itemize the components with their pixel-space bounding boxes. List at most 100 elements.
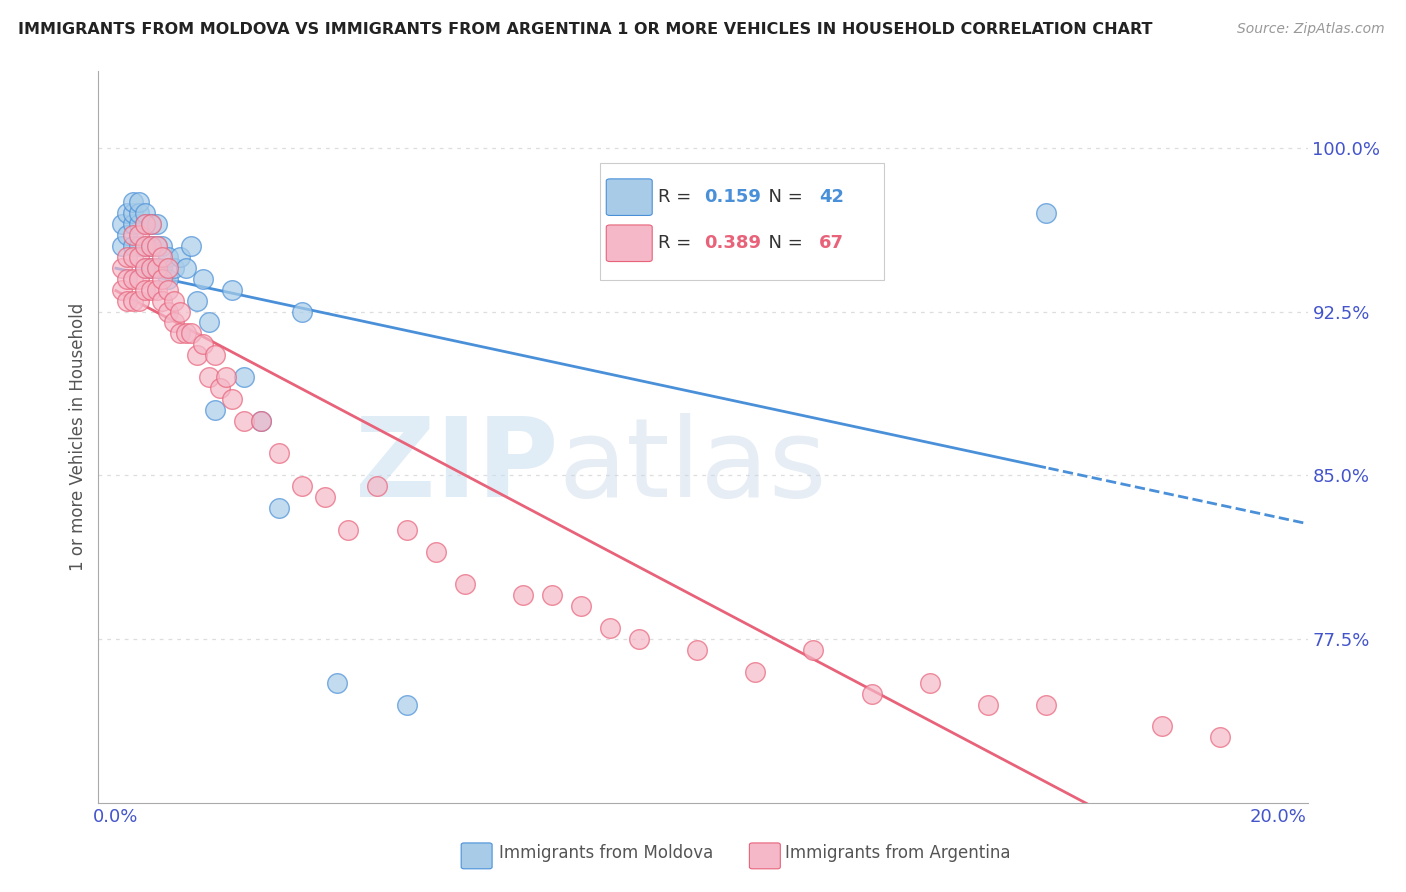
Point: [134, 217, 156, 231]
Point: [326, 675, 349, 690]
Point: [157, 283, 180, 297]
Text: 0.389: 0.389: [704, 235, 761, 252]
Point: [232, 370, 254, 384]
Point: [221, 283, 243, 297]
Text: IMMIGRANTS FROM MOLDOVA VS IMMIGRANTS FROM ARGENTINA 1 OR MORE VEHICLES IN HOUSE: IMMIGRANTS FROM MOLDOVA VS IMMIGRANTS FR…: [18, 22, 1153, 37]
Point: [186, 293, 208, 308]
Point: [169, 304, 191, 318]
Point: [540, 588, 562, 602]
Text: Immigrants from Moldova: Immigrants from Moldova: [499, 844, 713, 862]
Point: [191, 272, 214, 286]
Point: [134, 217, 156, 231]
Point: [145, 283, 167, 297]
Point: [314, 490, 336, 504]
Text: ZIP: ZIP: [354, 413, 558, 520]
Point: [145, 260, 167, 275]
Text: R =: R =: [658, 235, 697, 252]
Point: [337, 523, 360, 537]
Point: [291, 479, 314, 493]
Point: [128, 239, 150, 253]
Point: [128, 195, 150, 210]
Point: [128, 217, 150, 231]
Text: 0.159: 0.159: [704, 188, 761, 206]
Point: [686, 643, 709, 657]
Point: [291, 304, 314, 318]
Point: [150, 272, 173, 286]
Text: Source: ZipAtlas.com: Source: ZipAtlas.com: [1237, 22, 1385, 37]
Point: [744, 665, 766, 679]
Point: [366, 479, 388, 493]
Text: R =: R =: [658, 188, 697, 206]
Point: [180, 239, 202, 253]
Point: [599, 621, 621, 635]
Point: [860, 687, 883, 701]
Point: [569, 599, 592, 614]
Point: [128, 272, 150, 286]
Point: [122, 217, 145, 231]
Point: [512, 588, 534, 602]
Point: [425, 545, 447, 559]
Point: [157, 272, 180, 286]
Point: [169, 250, 191, 264]
Point: [139, 260, 162, 275]
Point: [122, 293, 145, 308]
FancyBboxPatch shape: [606, 225, 652, 261]
Point: [163, 260, 186, 275]
Point: [150, 250, 173, 264]
Point: [145, 239, 167, 253]
Text: atlas: atlas: [558, 413, 827, 520]
Point: [111, 239, 134, 253]
Point: [186, 348, 208, 362]
Point: [157, 304, 180, 318]
Point: [918, 675, 941, 690]
Point: [117, 293, 139, 308]
Text: 42: 42: [820, 188, 844, 206]
Y-axis label: 1 or more Vehicles in Household: 1 or more Vehicles in Household: [69, 303, 87, 571]
Point: [117, 272, 139, 286]
Point: [145, 260, 167, 275]
Point: [122, 206, 145, 220]
Point: [803, 643, 825, 657]
Point: [122, 272, 145, 286]
Point: [117, 250, 139, 264]
Point: [134, 239, 156, 253]
Point: [111, 283, 134, 297]
Point: [1152, 719, 1174, 733]
Point: [150, 260, 173, 275]
Point: [628, 632, 651, 646]
Point: [134, 260, 156, 275]
Text: Immigrants from Argentina: Immigrants from Argentina: [785, 844, 1010, 862]
Point: [122, 250, 145, 264]
Point: [174, 260, 197, 275]
Point: [139, 217, 162, 231]
Point: [134, 206, 156, 220]
Point: [139, 260, 162, 275]
Point: [204, 402, 226, 417]
Point: [250, 414, 273, 428]
Point: [250, 414, 273, 428]
Point: [209, 381, 232, 395]
Point: [453, 577, 475, 591]
Text: N =: N =: [758, 188, 808, 206]
Point: [139, 217, 162, 231]
Point: [221, 392, 243, 406]
Point: [395, 523, 418, 537]
Text: 67: 67: [820, 235, 844, 252]
Point: [198, 315, 221, 329]
Point: [139, 239, 162, 253]
Point: [145, 239, 167, 253]
FancyBboxPatch shape: [600, 163, 884, 280]
Point: [139, 239, 162, 253]
Point: [128, 293, 150, 308]
Point: [174, 326, 197, 341]
Point: [128, 228, 150, 243]
Point: [122, 228, 145, 243]
Text: N =: N =: [758, 235, 808, 252]
Point: [1035, 206, 1057, 220]
Point: [145, 217, 167, 231]
Point: [117, 228, 139, 243]
Point: [157, 250, 180, 264]
Point: [128, 250, 150, 264]
Point: [204, 348, 226, 362]
Point: [1035, 698, 1057, 712]
